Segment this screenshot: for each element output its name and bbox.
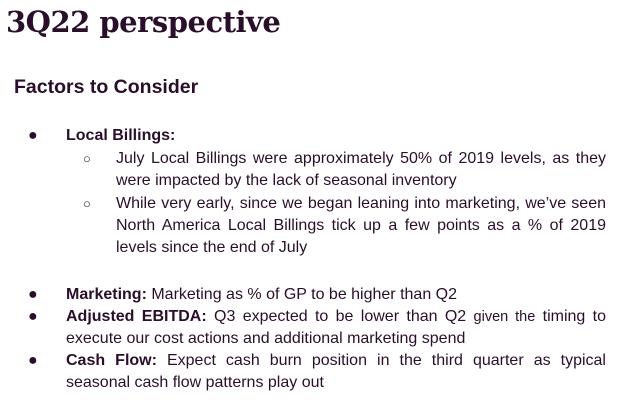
sub-bullet-text: While very early, since we began leaning… [116, 195, 606, 256]
bullet-text: Expect cash burn position in the third q… [66, 352, 606, 391]
bullet-cash-flow: ● Cash Flow: Expect cash burn position i… [28, 350, 606, 394]
bullet-label: Adjusted EBITDA: [66, 308, 207, 325]
bullet-label: Marketing: [66, 286, 147, 303]
bullet-label: Local Billings: [66, 127, 176, 144]
sub-bullet-text: July Local Billings were approximately 5… [116, 150, 606, 189]
bullet-text-small: given the [473, 309, 536, 325]
section-heading: Factors to Consider [14, 76, 199, 98]
bullet-local-billings: ● Local Billings: [28, 125, 606, 147]
page-title: 3Q22 perspective [6, 5, 281, 39]
bullet-text: timing to execute our cost actions and a… [66, 308, 606, 347]
bullet-icon: ● [28, 308, 38, 325]
bullet-marketing: ● Marketing: Marketing as % of GP to be … [28, 284, 606, 306]
bullet-text: Marketing as % of GP to be higher than Q… [146, 286, 458, 303]
sub-bullet-icon: ○ [83, 196, 91, 211]
sub-bullet-july-billings: ○ July Local Billings were approximately… [83, 148, 606, 192]
sub-bullet-icon: ○ [83, 151, 91, 166]
bullet-icon: ● [28, 127, 38, 144]
bullet-label: Cash Flow: [66, 352, 157, 369]
sub-bullet-north-america: ○ While very early, since we began leani… [83, 193, 606, 259]
bullet-icon: ● [28, 286, 38, 303]
bullet-adjusted-ebitda: ● Adjusted EBITDA: Q3 expected to be low… [28, 306, 606, 350]
bullet-text: Q3 expected to be lower than Q2 [206, 308, 474, 325]
bullet-icon: ● [28, 352, 38, 369]
